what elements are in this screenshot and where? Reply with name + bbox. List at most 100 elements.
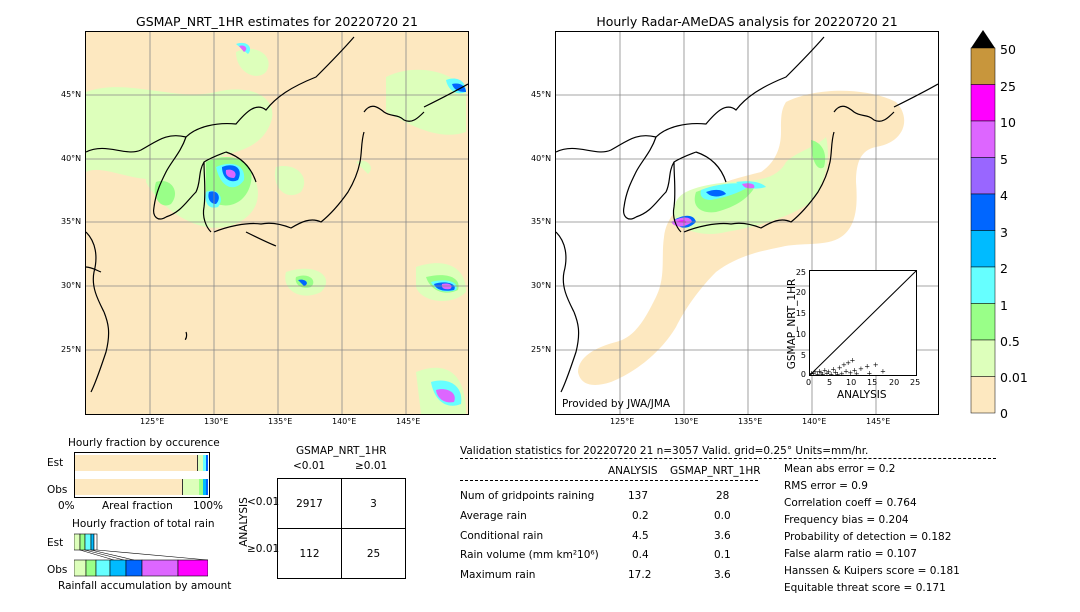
validation-header: Validation statistics for 20220720 21 n=…: [460, 445, 869, 457]
scatter-point: +: [854, 370, 860, 375]
axis-mid: Areal fraction: [102, 500, 173, 512]
scatter-point: +: [818, 369, 824, 375]
obs-bar-cyan: [203, 479, 206, 495]
est-bar-blue: [206, 455, 208, 471]
stat-label: Num of gridpoints raining: [460, 490, 595, 502]
y-tick: 20: [795, 288, 806, 297]
axis-right: 100%: [193, 500, 224, 512]
y-tick: 10: [795, 330, 806, 339]
colorbar-cell: [970, 84, 996, 122]
scatter-plot: ++++++++++++++++++++++++ ++++: [808, 270, 917, 379]
stat-label: Average rain: [460, 510, 527, 522]
credit-label: Provided by JWA/JMA: [562, 398, 671, 410]
table-cell: 2917: [277, 478, 342, 529]
colorbar-label: 0.01: [1000, 370, 1028, 385]
lon-label: 140°E: [332, 417, 357, 426]
colorbar-cell: [970, 230, 996, 268]
scatter-point: +: [833, 369, 839, 375]
stat-analysis: 137: [628, 490, 649, 502]
scatter-point: +: [812, 368, 818, 375]
scatter-point: +: [828, 370, 834, 375]
table-cell: 112: [277, 528, 342, 579]
lat-label: 30°N: [61, 281, 82, 290]
table-cell: 3: [341, 478, 406, 529]
scatter-point: +: [880, 367, 886, 375]
row-label-est: Est: [47, 537, 64, 549]
colorbar-cell: [970, 193, 996, 231]
scatter-point: +: [858, 365, 864, 373]
occurence-plot: [74, 452, 210, 498]
col-divider: [460, 480, 758, 481]
total-rain-svg: [73, 533, 209, 577]
score-line: Frequency bias = 0.204: [784, 514, 909, 526]
lat-label: 35°N: [531, 217, 552, 226]
row-header: <0.01: [247, 496, 280, 508]
stat-analysis: 0.4: [632, 549, 649, 561]
col-header: ≥0.01: [355, 460, 388, 472]
colorbar: [970, 30, 996, 414]
row-label-obs: Obs: [47, 484, 68, 496]
stat-analysis: 0.2: [632, 510, 649, 522]
scatter-point: +: [849, 357, 855, 365]
lon-label: 140°E: [802, 417, 827, 426]
right-map-title: Hourly Radar-AMeDAS analysis for 2022072…: [596, 14, 898, 29]
scatter-point: +: [810, 369, 814, 375]
score-line: Correlation coeff = 0.764: [784, 497, 917, 509]
obs-bar-none: [75, 479, 183, 495]
score-line: Equitable threat score = 0.171: [784, 582, 946, 594]
colorbar-label: 2: [1000, 261, 1008, 276]
scatter-point: +: [824, 369, 830, 375]
colorbar-label: 50: [1000, 42, 1016, 57]
lon-label: 145°E: [866, 417, 891, 426]
axis-left: 0%: [58, 500, 75, 512]
lat-label: 25°N: [531, 345, 552, 354]
score-line: Probability of detection = 0.182: [784, 531, 952, 543]
scatter-point: +: [873, 361, 879, 369]
header-divider: [460, 458, 996, 459]
col-analysis: ANALYSIS: [608, 465, 658, 477]
obs-bar-green: [199, 479, 203, 495]
col-gsmap: GSMAP_NRT_1HR: [670, 465, 761, 477]
stat-analysis: 4.5: [632, 530, 649, 542]
col-header: <0.01: [293, 460, 326, 472]
stat-label: Maximum rain: [460, 569, 536, 581]
colorbar-label: 5: [1000, 152, 1008, 167]
lat-label: 45°N: [61, 90, 82, 99]
scatter-point: +: [835, 371, 841, 375]
lat-label: 30°N: [531, 281, 552, 290]
contingency-table: 2917 3 112 25: [277, 478, 406, 579]
scatter-point: +: [852, 367, 858, 375]
scatter-point: +: [864, 362, 870, 370]
scatter-point: +: [822, 367, 828, 375]
score-line: RMS error = 0.9: [784, 480, 868, 492]
stat-gsmap: 3.6: [714, 569, 731, 581]
lat-label: 25°N: [61, 345, 82, 354]
est-bar-cyan: [203, 455, 206, 471]
scatter-point: +: [810, 370, 816, 375]
table-cell: 25: [341, 528, 406, 579]
colorbar-label: 25: [1000, 79, 1016, 94]
occurence-title: Hourly fraction by occurence: [68, 437, 220, 449]
scatter-ylabel: GSMAP_NRT_1HR: [786, 278, 798, 370]
diagonal-line: [809, 270, 917, 376]
colorbar-cell: [970, 47, 996, 85]
lon-label: 125°E: [140, 417, 165, 426]
lon-label: 135°E: [268, 417, 293, 426]
stat-gsmap: 3.6: [714, 530, 731, 542]
scatter-point: +: [839, 370, 845, 375]
lat-label: 35°N: [61, 217, 82, 226]
x-tick: 0: [806, 378, 812, 387]
row-label-est: Est: [47, 457, 64, 469]
contingency-title: GSMAP_NRT_1HR: [296, 445, 387, 457]
est-bar-light: [198, 455, 203, 471]
obs-bar-blue: [206, 479, 208, 495]
row-label-obs: Obs: [47, 564, 68, 576]
y-tick: 25: [795, 268, 806, 277]
lon-label: 130°E: [204, 417, 229, 426]
lon-label: 145°E: [396, 417, 421, 426]
lon-label: 130°E: [674, 417, 699, 426]
stat-analysis: 17.2: [628, 569, 652, 581]
colorbar-label: 0.5: [1000, 334, 1020, 349]
lat-label: 45°N: [531, 90, 552, 99]
stat-gsmap: 0.1: [714, 549, 731, 561]
